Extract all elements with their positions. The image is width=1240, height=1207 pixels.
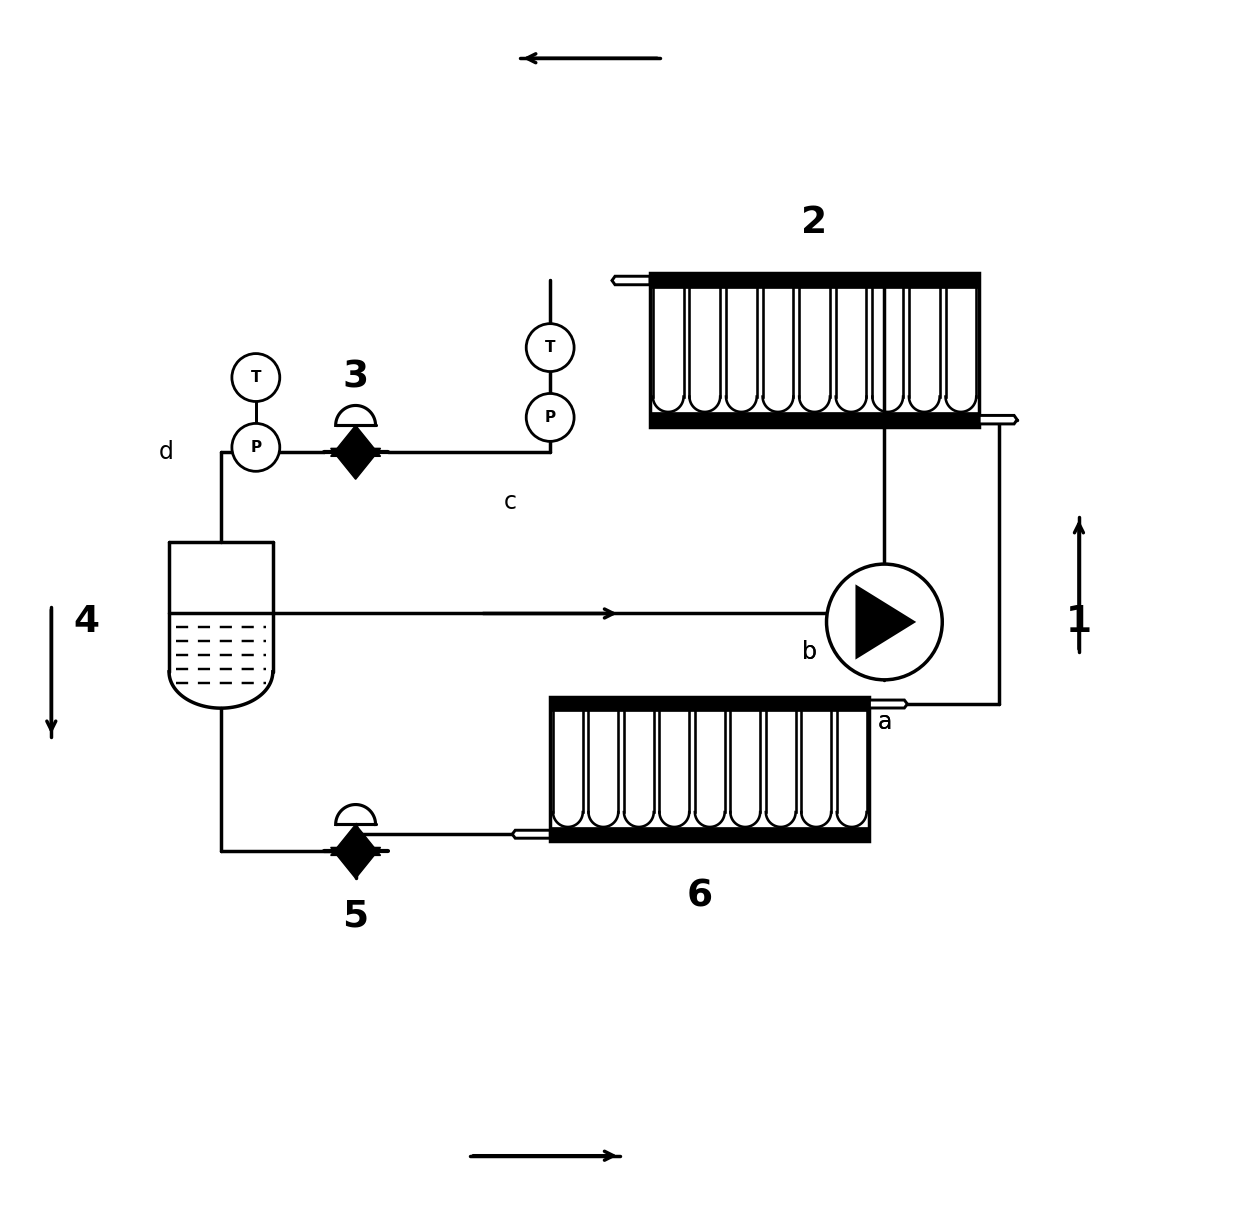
Text: 4: 4 bbox=[73, 604, 99, 640]
Text: P: P bbox=[250, 439, 262, 455]
Polygon shape bbox=[856, 584, 916, 659]
Polygon shape bbox=[613, 276, 650, 285]
Polygon shape bbox=[331, 425, 381, 456]
Polygon shape bbox=[980, 415, 1017, 424]
Text: 1: 1 bbox=[1066, 604, 1092, 640]
Text: P: P bbox=[544, 410, 556, 425]
Polygon shape bbox=[650, 412, 980, 427]
Text: d: d bbox=[159, 441, 174, 465]
Text: b: b bbox=[802, 640, 817, 664]
Circle shape bbox=[526, 393, 574, 442]
Polygon shape bbox=[331, 448, 381, 479]
Circle shape bbox=[232, 424, 280, 471]
Text: c: c bbox=[503, 490, 517, 514]
Text: 5: 5 bbox=[342, 898, 368, 934]
Polygon shape bbox=[331, 847, 381, 879]
Text: T: T bbox=[250, 371, 262, 385]
Polygon shape bbox=[512, 830, 551, 838]
Text: 6: 6 bbox=[687, 879, 713, 915]
Text: b: b bbox=[802, 640, 817, 664]
Polygon shape bbox=[869, 700, 908, 709]
Circle shape bbox=[526, 323, 574, 372]
Text: T: T bbox=[544, 340, 556, 355]
Text: 2: 2 bbox=[801, 205, 827, 241]
Polygon shape bbox=[331, 824, 381, 856]
Polygon shape bbox=[551, 696, 869, 711]
Polygon shape bbox=[551, 827, 869, 841]
Circle shape bbox=[827, 564, 942, 680]
Text: 3: 3 bbox=[342, 360, 368, 396]
Polygon shape bbox=[650, 273, 980, 288]
Circle shape bbox=[232, 354, 280, 402]
Text: a: a bbox=[877, 710, 892, 734]
Text: a: a bbox=[877, 710, 892, 734]
